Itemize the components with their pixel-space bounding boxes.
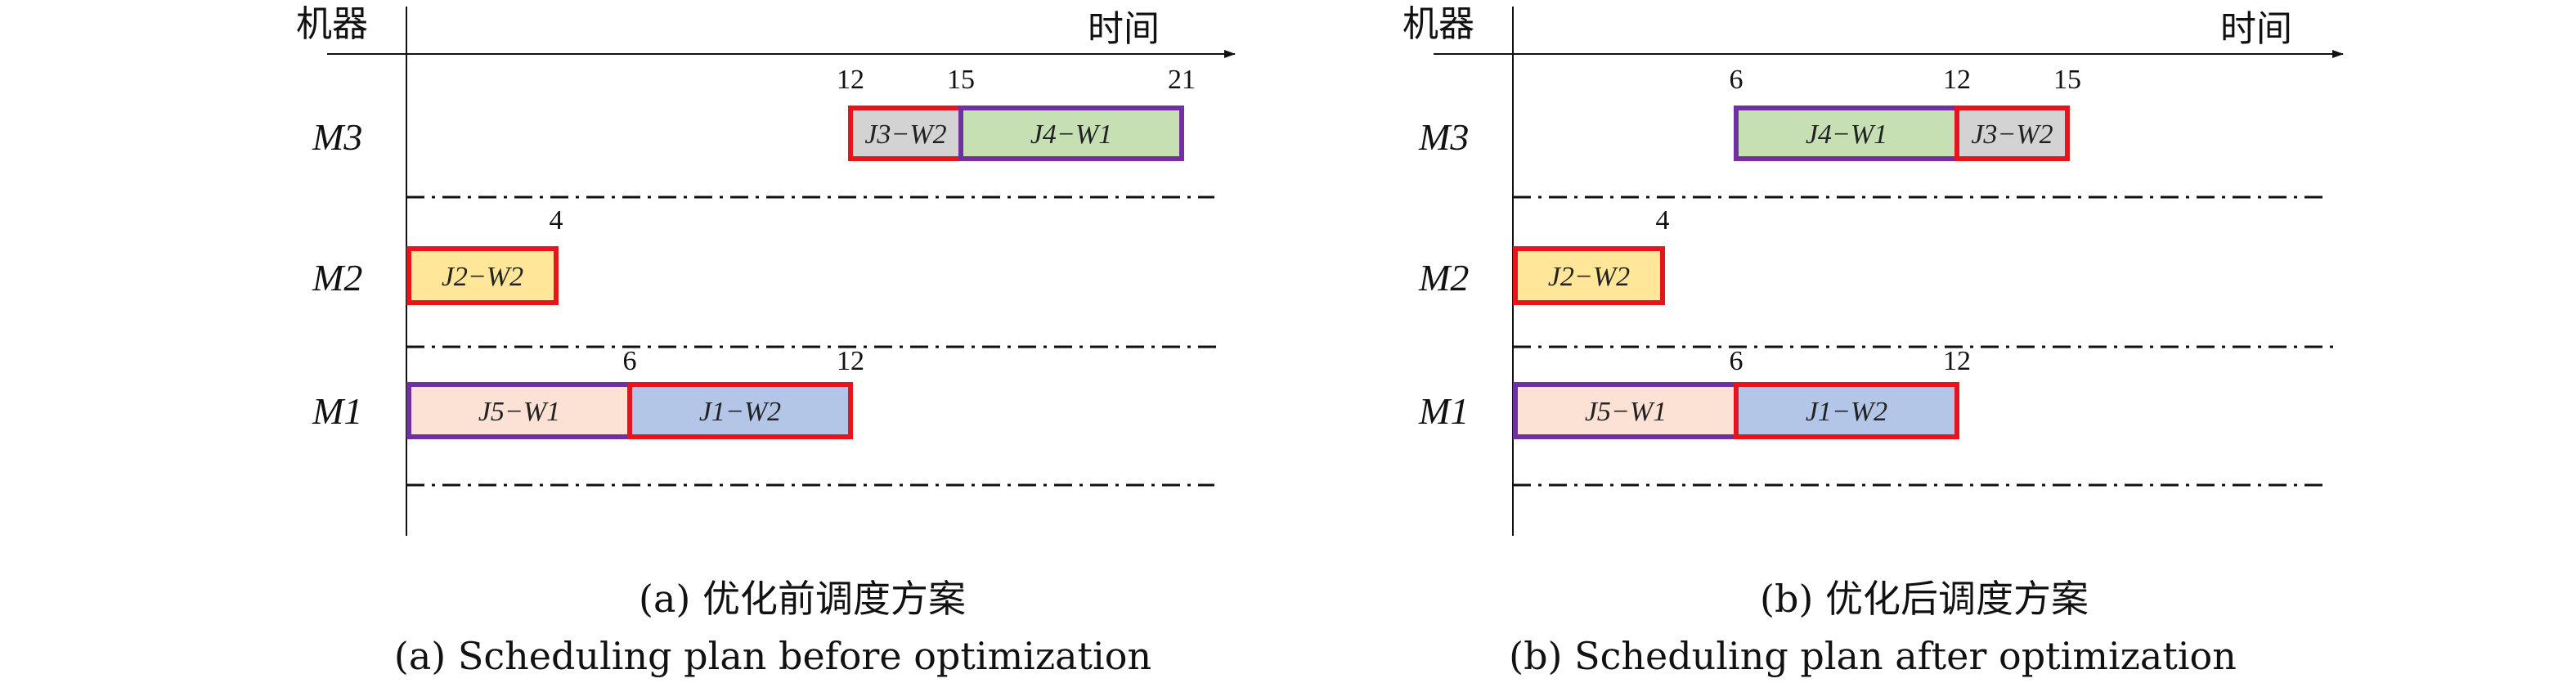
task-label: J3−W2 xyxy=(1971,119,2053,150)
task-block: J2−W2 xyxy=(1513,246,1665,305)
task-label: J5−W1 xyxy=(478,397,560,427)
task-block: J5−W1 xyxy=(1513,382,1739,439)
time-tick-label: 12 xyxy=(1943,346,1971,376)
panel-a-caption-en: (a) Scheduling plan before optimization xyxy=(394,634,1151,678)
task-block: J1−W2 xyxy=(627,382,853,439)
task-block: J4−W1 xyxy=(958,106,1184,161)
panel-b-caption-cn: (b) 优化后调度方案 xyxy=(1760,577,2089,621)
task-label: J3−W2 xyxy=(864,119,946,150)
panel-b-machine-label-m1: M1 xyxy=(1418,390,1469,432)
panel-b-machine-label-m2: M2 xyxy=(1418,257,1469,299)
task-label: J4−W1 xyxy=(1806,119,1887,150)
panel-b-x-axis-label: 时间 xyxy=(2220,8,2292,50)
task-label: J4−W1 xyxy=(1030,119,1112,150)
panel-b-machine-label-m3: M3 xyxy=(1418,116,1469,158)
panel-a-x-axis-label: 时间 xyxy=(1088,8,1160,50)
task-block: J4−W1 xyxy=(1734,106,1959,161)
panel-a-y-axis-label: 机器 xyxy=(296,3,368,45)
time-tick-label: 21 xyxy=(1168,65,1196,95)
task-label: J1−W2 xyxy=(699,397,781,427)
panel-a-machine-label-m2: M2 xyxy=(312,257,362,299)
task-label: J1−W2 xyxy=(1806,397,1887,427)
task-bar xyxy=(1513,246,1665,305)
time-tick-label: 4 xyxy=(550,205,563,236)
time-tick-label: 6 xyxy=(1730,65,1744,95)
panel-a-caption-cn: (a) 优化前调度方案 xyxy=(639,577,966,621)
task-label: J2−W2 xyxy=(1548,262,1630,292)
task-bar xyxy=(958,106,1184,161)
task-bar xyxy=(848,106,963,161)
time-tick-label: 12 xyxy=(837,65,864,95)
panel-a: 机器 时间 M3 M2 M1 (a) 优化前调度方案 (a) Schedulin… xyxy=(296,3,1236,678)
time-tick-label: 6 xyxy=(1730,346,1744,376)
time-tick-label: 15 xyxy=(947,65,975,95)
panel-b-caption-en: (b) Scheduling plan after optimization xyxy=(1509,634,2237,678)
task-bar xyxy=(1734,106,1959,161)
panel-b-y-axis-label: 机器 xyxy=(1402,3,1474,45)
task-block: J3−W2 xyxy=(1954,106,2070,161)
task-label: J5−W1 xyxy=(1585,397,1667,427)
time-tick-label: 12 xyxy=(1943,65,1971,95)
time-tick-label: 15 xyxy=(2053,65,2081,95)
task-block: J5−W1 xyxy=(406,382,632,439)
task-bar xyxy=(1954,106,2070,161)
task-block: J2−W2 xyxy=(406,246,559,305)
task-block: J1−W2 xyxy=(1734,382,1959,439)
task-block: J3−W2 xyxy=(848,106,963,161)
panel-a-machine-label-m1: M1 xyxy=(312,390,362,432)
time-tick-label: 6 xyxy=(623,346,637,376)
task-bar xyxy=(627,382,853,439)
panel-b: 机器 时间 M3 M2 M1 (b) 优化后调度方案 (b) Schedulin… xyxy=(1402,3,2344,678)
task-bar xyxy=(406,246,559,305)
panel-a-machine-label-m3: M3 xyxy=(312,116,362,158)
time-tick-label: 12 xyxy=(837,346,864,376)
time-tick-label: 4 xyxy=(1656,205,1670,236)
task-bar xyxy=(1734,382,1959,439)
task-label: J2−W2 xyxy=(442,262,523,292)
